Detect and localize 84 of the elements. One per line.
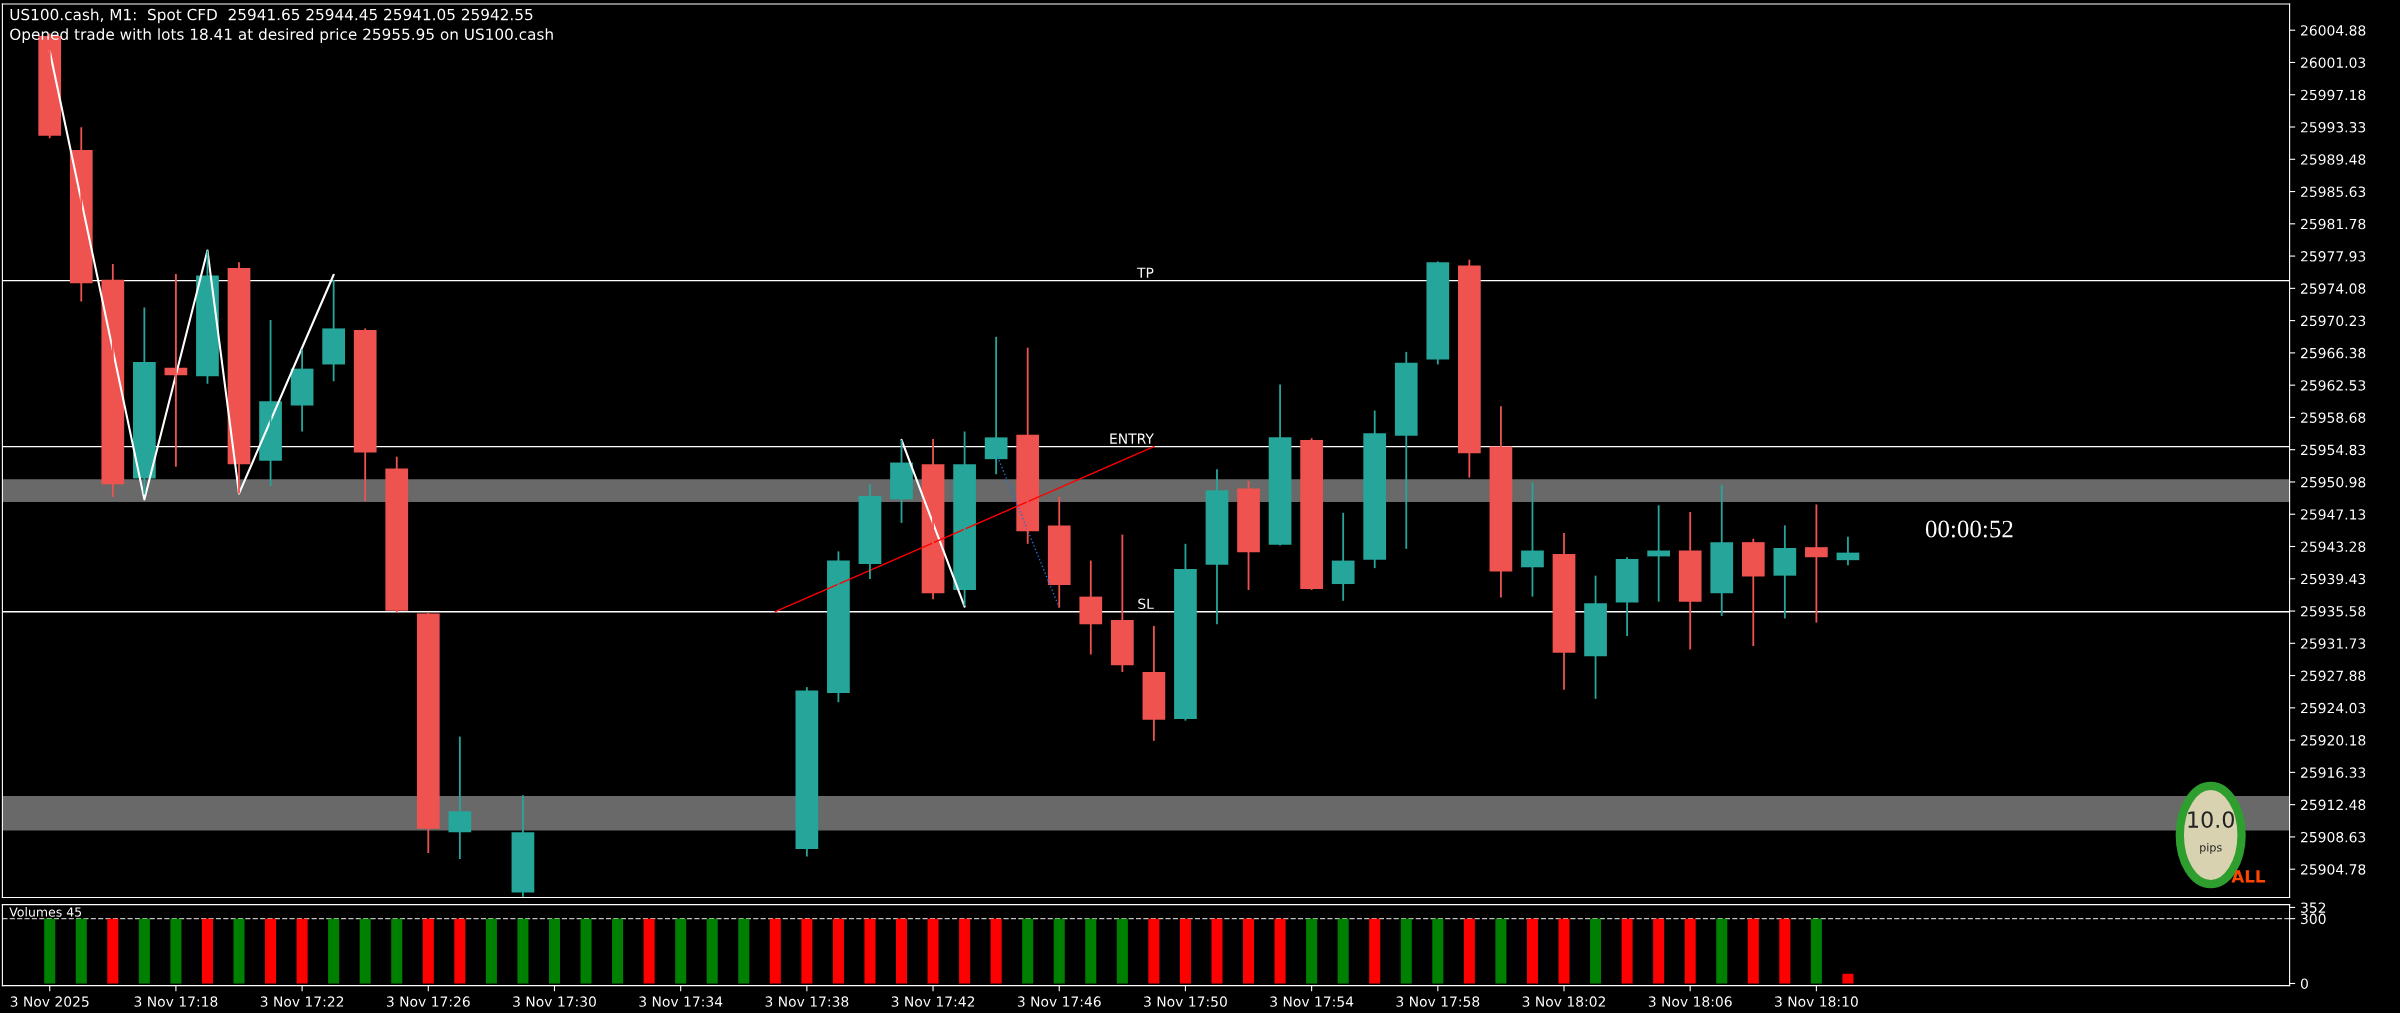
x-tick-label: 3 Nov 17:46 — [1017, 996, 1101, 1007]
x-tick-label: 3 Nov 2025 — [10, 996, 89, 1007]
y-tick-label: 25947.13 — [2301, 509, 2366, 520]
y-tick-label: 25939.43 — [2301, 573, 2366, 585]
candlestick — [1331, 511, 1355, 602]
y-tick-label: 25962.53 — [2301, 380, 2366, 391]
y-tick-label: 25997.18 — [2301, 89, 2366, 101]
candlestick — [1521, 481, 1544, 598]
candlestick — [1458, 258, 1481, 479]
y-tick-label: 26004.88 — [2301, 25, 2366, 36]
annotation: pips — [2200, 843, 2222, 854]
ref-line-label: TP — [1136, 267, 1154, 278]
candlestick — [1426, 260, 1450, 366]
candlestick — [953, 430, 976, 607]
candlestick — [1300, 437, 1323, 591]
y-tick-label: 25974.08 — [2301, 283, 2366, 294]
text: Opened trade with lots 18.41 at desired price 25955.95 on US100.cash — [10, 28, 553, 43]
candlestick — [1237, 480, 1260, 591]
x-tick-label: 3 Nov 18:10 — [1775, 996, 1858, 1007]
x-tick-label: 3 Nov 17:58 — [1396, 996, 1480, 1007]
candlestick — [416, 611, 440, 855]
candlestick — [1741, 537, 1765, 647]
y-tick-label: 25927.88 — [2301, 670, 2366, 682]
y-tick-label: 25935.58 — [2301, 606, 2366, 617]
candlestick — [353, 327, 377, 502]
x-tick-label: 3 Nov 17:38 — [765, 996, 849, 1007]
ref-line-label: ENTRY — [1110, 433, 1154, 444]
x-tick-label: 3 Nov 18:02 — [1522, 996, 1606, 1007]
y-tick-label: 25970.23 — [2301, 315, 2366, 327]
candlestick — [1174, 542, 1197, 722]
x-tick-label: 3 Nov 17:22 — [260, 996, 344, 1007]
y-tick-label: 25981.78 — [2301, 218, 2366, 230]
annotation: 00:00:52 — [1925, 520, 2013, 538]
y-tick-label: 25943.28 — [2301, 541, 2366, 552]
candlestick — [1773, 524, 1797, 620]
y-tick-label: 25958.68 — [2301, 412, 2366, 423]
y-tick-label: 25920.18 — [2301, 735, 2366, 746]
candlestick — [1110, 533, 1134, 673]
candlestick — [1016, 346, 1040, 545]
y-tick-label: 25954.83 — [2301, 444, 2366, 456]
y-tick-label: 25931.73 — [2301, 638, 2366, 649]
candlestick — [448, 735, 472, 860]
x-tick-label: 3 Nov 18:06 — [1648, 996, 1732, 1007]
candlestick — [385, 455, 409, 614]
ref-line-label: SL — [1138, 598, 1154, 610]
y-tick-label: 26001.03 — [2301, 57, 2366, 68]
y-tick-label: 25950.98 — [2301, 476, 2366, 488]
x-tick-label: 3 Nov 17:54 — [1270, 996, 1354, 1007]
candlestick — [322, 278, 346, 383]
y-tick-label: 25989.48 — [2301, 154, 2366, 165]
candlestick — [1710, 484, 1734, 617]
chart-title: Volumes 45 — [9, 907, 82, 917]
x-tick-label: 3 Nov 17:30 — [513, 996, 596, 1007]
candlestick — [259, 319, 282, 487]
x-tick-label: 3 Nov 17:18 — [134, 996, 218, 1007]
x-tick-label: 3 Nov 17:50 — [1144, 996, 1227, 1007]
y-tick-label: 25904.78 — [2301, 864, 2366, 875]
candlestick — [1394, 350, 1418, 550]
chart-title: US100.cash, M1: Spot CFD 25941.65 25944.45 25941.05 25942.55 — [10, 8, 533, 24]
candlestick — [984, 335, 1008, 476]
y-tick-label: 25977.93 — [2301, 251, 2366, 262]
annotation: 10.0 — [2188, 811, 2234, 829]
x-tick-label: 3 Nov 17:34 — [639, 996, 723, 1007]
y-tick-label: 25966.38 — [2301, 347, 2366, 359]
y-tick-label: 25924.03 — [2301, 702, 2366, 714]
candlestick — [1047, 495, 1071, 609]
y-tick-label: 25985.63 — [2301, 186, 2366, 198]
candlestick — [890, 438, 913, 524]
x-tick-label: 3 Nov 17:26 — [386, 996, 470, 1007]
candlestick — [1805, 503, 1828, 624]
candlestick — [1079, 559, 1103, 656]
y-tick-label: 25993.33 — [2301, 121, 2366, 133]
y-tick-label: 25912.48 — [2301, 799, 2366, 811]
y-tick-label: 25908.63 — [2301, 831, 2366, 843]
candlestick — [827, 550, 850, 704]
annotation: ALL — [2231, 870, 2266, 883]
candlestick — [1363, 409, 1387, 570]
y-tick-label: 25916.33 — [2301, 767, 2366, 778]
candlestick — [1678, 511, 1702, 651]
candlestick — [1584, 574, 1607, 700]
y-tick-label: 300 — [2301, 913, 2326, 925]
y-tick-label: 0 — [2300, 978, 2308, 989]
y-tick-label: 352 — [2301, 902, 2326, 913]
x-tick-label: 3 Nov 17:42 — [891, 996, 975, 1007]
